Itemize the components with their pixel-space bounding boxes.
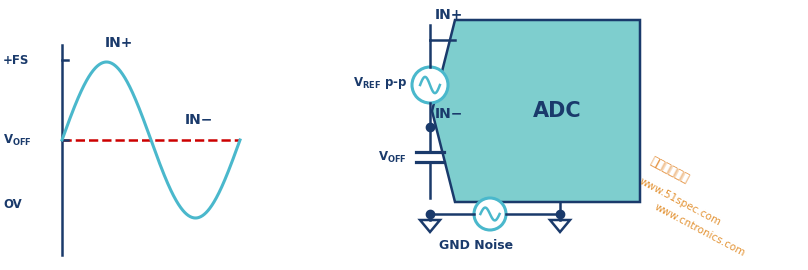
Text: www.cntronics.com: www.cntronics.com: [653, 202, 747, 258]
Text: $\mathbf{V_{REF}}$ p-p: $\mathbf{V_{REF}}$ p-p: [352, 75, 407, 91]
Text: IN+: IN+: [105, 36, 133, 50]
Text: ADC: ADC: [533, 101, 582, 121]
Text: 环球电气之家: 环球电气之家: [648, 154, 692, 185]
Text: IN−: IN−: [435, 107, 463, 121]
Text: www.51spec.com: www.51spec.com: [638, 176, 722, 228]
Polygon shape: [432, 20, 640, 202]
Circle shape: [474, 198, 506, 230]
Polygon shape: [550, 220, 570, 232]
Text: IN+: IN+: [435, 8, 463, 22]
Text: GND Noise: GND Noise: [439, 239, 513, 252]
Circle shape: [412, 67, 448, 103]
Text: +FS: +FS: [3, 53, 29, 66]
Text: IN−: IN−: [185, 113, 213, 127]
Text: OV: OV: [3, 198, 22, 211]
Text: $\mathbf{V_{OFF}}$: $\mathbf{V_{OFF}}$: [378, 150, 407, 164]
Text: $\mathbf{V_{OFF}}$: $\mathbf{V_{OFF}}$: [3, 133, 32, 147]
Polygon shape: [420, 220, 440, 232]
